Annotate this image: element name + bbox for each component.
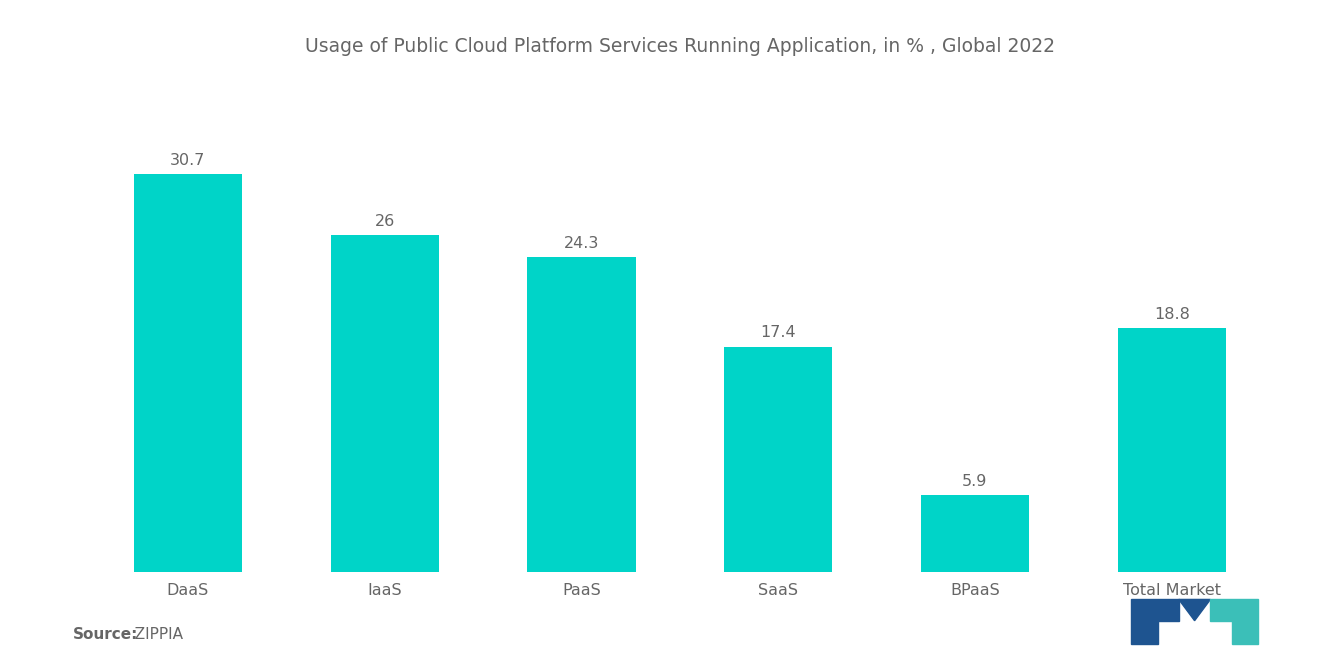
Text: 17.4: 17.4 <box>760 325 796 340</box>
Text: Source:: Source: <box>73 626 139 642</box>
Bar <box>133 174 242 572</box>
Text: 24.3: 24.3 <box>564 235 599 251</box>
Bar <box>725 346 833 572</box>
Bar <box>330 235 438 572</box>
Text: 26: 26 <box>375 213 395 229</box>
Title: Usage of Public Cloud Platform Services Running Application, in % , Global 2022: Usage of Public Cloud Platform Services … <box>305 37 1055 56</box>
Bar <box>1118 329 1226 572</box>
Polygon shape <box>1131 599 1179 644</box>
Bar <box>527 257 635 572</box>
Bar <box>921 495 1030 572</box>
Text: 5.9: 5.9 <box>962 474 987 489</box>
Text: 30.7: 30.7 <box>170 153 206 168</box>
Text: 18.8: 18.8 <box>1154 307 1189 322</box>
Text: ZIPPIA: ZIPPIA <box>125 626 183 642</box>
Polygon shape <box>1179 599 1210 620</box>
Polygon shape <box>1210 599 1258 644</box>
